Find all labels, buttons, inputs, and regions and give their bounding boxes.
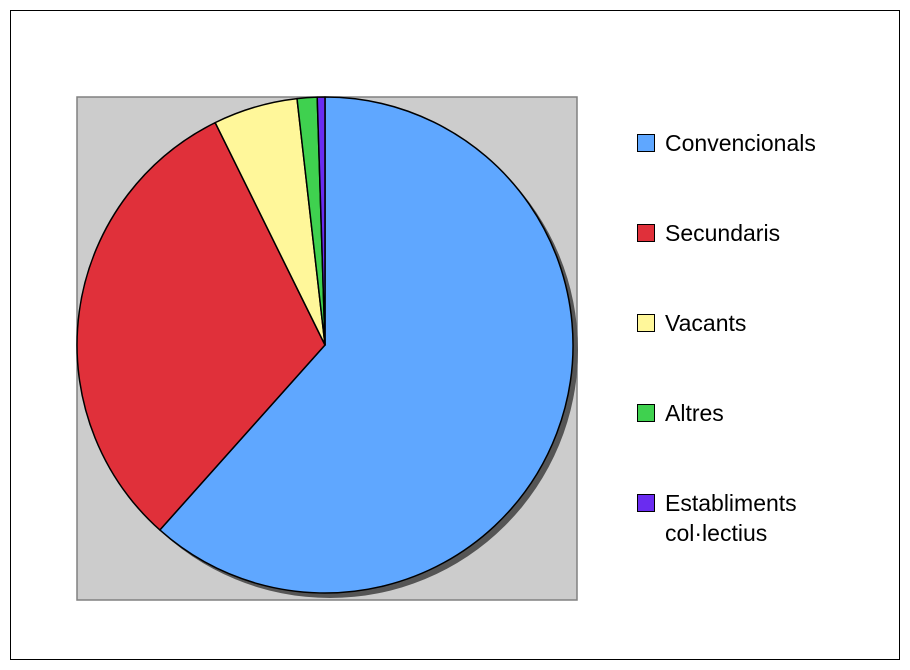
pie-slice — [316, 96, 326, 346]
pie-slice — [76, 121, 326, 531]
legend-swatch — [637, 494, 655, 512]
legend-label: Convencionals — [665, 130, 816, 156]
legend-item: Establiments col·lectius — [637, 488, 897, 578]
legend: Convencionals Secundaris Vacants Altres Esta… — [637, 128, 897, 578]
pie-slice — [159, 96, 574, 594]
legend-label: Establiments col·lectius — [665, 490, 797, 546]
legend-item: Altres — [637, 398, 897, 488]
legend-item: Convencionals — [637, 128, 897, 218]
legend-item: Secundaris — [637, 218, 897, 308]
legend-label: Vacants — [665, 310, 747, 336]
legend-item: Vacants — [637, 308, 897, 398]
legend-swatch — [637, 134, 655, 152]
legend-swatch — [637, 314, 655, 332]
pie — [76, 96, 574, 594]
legend-swatch — [637, 224, 655, 242]
legend-swatch — [637, 404, 655, 422]
legend-label: Secundaris — [665, 220, 781, 246]
legend-label: Altres — [665, 400, 724, 426]
